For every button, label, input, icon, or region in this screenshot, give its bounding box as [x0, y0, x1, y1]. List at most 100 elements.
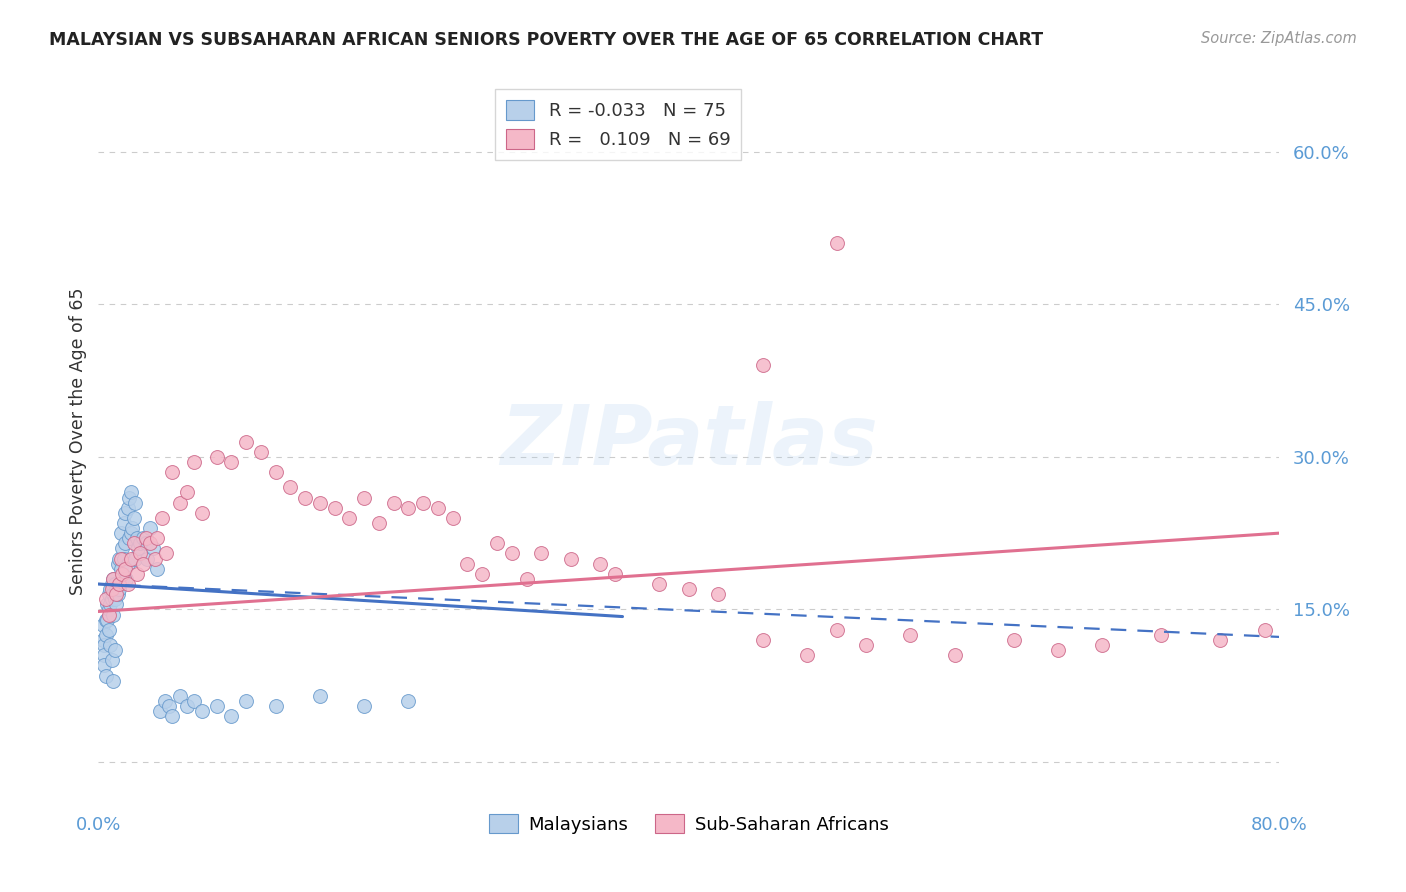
Point [122, 536, 145, 550]
Point [108, 582, 131, 596]
Point [111, 541, 134, 556]
Point [107, 587, 129, 601]
Point [98, 598, 121, 612]
Point [1209, 632, 1232, 647]
Point [103, 607, 125, 622]
Point [105, 598, 128, 612]
Point [111, 566, 134, 581]
Point [264, 699, 287, 714]
Point [108, 577, 131, 591]
Point [112, 516, 135, 530]
Point [103, 673, 125, 688]
Legend: Malaysians, Sub-Saharan Africans: Malaysians, Sub-Saharan Africans [482, 806, 896, 841]
Point [280, 480, 302, 494]
Point [183, 455, 205, 469]
Point [94, 628, 117, 642]
Point [1254, 623, 1277, 637]
Point [100, 653, 122, 667]
Point [114, 562, 136, 576]
Point [120, 485, 142, 500]
Point [707, 587, 730, 601]
Point [103, 587, 125, 601]
Point [135, 531, 157, 545]
Point [205, 450, 228, 464]
Point [108, 551, 131, 566]
Point [122, 511, 145, 525]
Point [139, 521, 162, 535]
Point [398, 500, 420, 515]
Point [191, 704, 214, 718]
Point [471, 566, 494, 581]
Point [139, 536, 162, 550]
Point [110, 551, 132, 566]
Point [605, 566, 627, 581]
Point [94, 592, 117, 607]
Point [117, 500, 139, 515]
Point [120, 526, 142, 541]
Point [120, 551, 142, 566]
Point [155, 546, 177, 560]
Point [105, 582, 128, 596]
Point [678, 582, 700, 596]
Point [114, 536, 136, 550]
Point [162, 465, 183, 479]
Point [427, 500, 450, 515]
Point [250, 444, 273, 458]
Point [457, 557, 479, 571]
Point [825, 623, 848, 637]
Point [221, 455, 243, 469]
Point [142, 541, 165, 556]
Point [235, 694, 257, 708]
Point [235, 434, 257, 449]
Point [855, 638, 877, 652]
Point [589, 557, 612, 571]
Point [97, 587, 120, 601]
Point [104, 577, 127, 591]
Point [353, 491, 375, 505]
Point [128, 536, 150, 550]
Point [132, 531, 155, 545]
Point [368, 516, 391, 530]
Point [115, 572, 138, 586]
Point [176, 485, 198, 500]
Point [97, 602, 120, 616]
Point [501, 546, 523, 560]
Point [135, 536, 157, 550]
Point [412, 495, 434, 509]
Point [143, 551, 166, 566]
Point [169, 495, 191, 509]
Point [103, 572, 125, 586]
Point [117, 577, 139, 591]
Point [125, 566, 148, 581]
Point [153, 694, 176, 708]
Point [100, 577, 122, 591]
Point [107, 557, 129, 571]
Point [128, 546, 150, 560]
Point [110, 526, 132, 541]
Point [176, 699, 198, 714]
Point [943, 648, 966, 663]
Point [221, 709, 243, 723]
Point [117, 557, 139, 571]
Point [441, 511, 464, 525]
Point [900, 628, 922, 642]
Point [796, 648, 818, 663]
Point [100, 582, 122, 596]
Point [516, 572, 538, 586]
Point [309, 689, 332, 703]
Point [127, 541, 149, 556]
Point [150, 511, 173, 525]
Point [91, 617, 114, 632]
Point [205, 699, 228, 714]
Point [125, 531, 148, 545]
Point [118, 491, 141, 505]
Point [104, 643, 127, 657]
Point [1002, 632, 1025, 647]
Point [353, 699, 375, 714]
Point [104, 592, 127, 607]
Point [118, 531, 141, 545]
Point [1046, 643, 1070, 657]
Point [825, 236, 848, 251]
Point [136, 551, 159, 566]
Point [93, 638, 115, 652]
